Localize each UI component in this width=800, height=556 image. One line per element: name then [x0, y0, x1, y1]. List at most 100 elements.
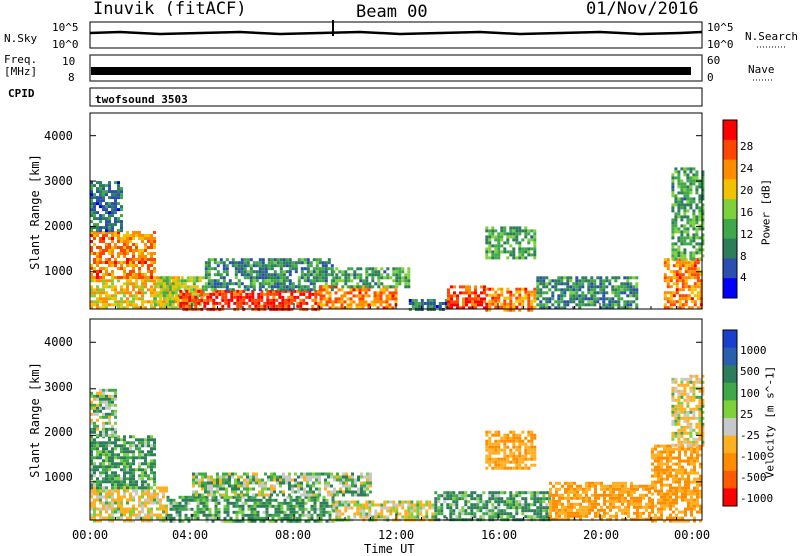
- vel-cell: [624, 491, 627, 494]
- power-cell: [415, 299, 418, 302]
- power-cell: [298, 285, 301, 288]
- vel-cell: [108, 465, 111, 468]
- power-cell: [338, 297, 341, 300]
- power-cell: [235, 261, 238, 264]
- power-cell: [697, 273, 700, 276]
- vel-cell: [173, 502, 176, 505]
- power-cell: [144, 258, 147, 261]
- power-cell: [102, 297, 105, 300]
- vel-cell: [624, 512, 627, 515]
- power-cell: [683, 182, 686, 185]
- vel-cell: [303, 473, 306, 476]
- power-cell: [323, 285, 326, 288]
- power-cell: [335, 267, 338, 270]
- power-cell: [250, 279, 253, 282]
- vel-cell: [99, 465, 102, 468]
- power-cell: [135, 297, 138, 300]
- vel-cell: [633, 497, 636, 500]
- power-cell: [395, 276, 398, 279]
- vel-cell: [150, 459, 153, 462]
- power-cell: [99, 199, 102, 202]
- vel-cell: [524, 452, 527, 455]
- power-cell: [281, 302, 284, 305]
- vel-cell: [204, 485, 207, 488]
- power-cell: [344, 273, 347, 276]
- vel-cell: [363, 476, 366, 479]
- vel-cell: [576, 485, 579, 488]
- vel-cell: [108, 413, 111, 416]
- vel-cell: [105, 459, 108, 462]
- vel-cell: [500, 464, 503, 467]
- vel-cell: [549, 503, 552, 506]
- power-cell: [566, 288, 569, 291]
- power-cell: [141, 297, 144, 300]
- vel-cell: [207, 479, 210, 482]
- power-cell: [674, 170, 677, 173]
- vel-cell: [279, 479, 282, 482]
- power-cell: [679, 288, 682, 291]
- power-cell: [313, 270, 316, 273]
- vel-cell: [213, 485, 216, 488]
- power-cell: [262, 264, 265, 267]
- vel-cell: [156, 502, 159, 505]
- power-cell: [283, 258, 286, 261]
- vel-cell: [132, 511, 135, 514]
- vel-cell: [96, 392, 99, 395]
- vel-cell: [473, 497, 476, 500]
- power-cell: [398, 276, 401, 279]
- power-cell: [359, 267, 362, 270]
- power-cell: [539, 291, 542, 294]
- vel-cell: [494, 440, 497, 443]
- power-cell: [153, 267, 156, 270]
- vel-cell: [144, 486, 147, 489]
- vel-cell: [594, 482, 597, 485]
- vel-cell: [102, 490, 105, 493]
- vel-cell: [111, 389, 114, 392]
- power-cell: [259, 258, 262, 261]
- power-cell: [491, 297, 494, 300]
- power-cell: [120, 187, 123, 190]
- vel-cell: [228, 473, 231, 476]
- power-cell: [692, 200, 695, 203]
- vel-cell: [269, 502, 272, 505]
- vel-cell: [117, 499, 120, 502]
- vel-cell: [585, 515, 588, 518]
- power-cell: [427, 302, 430, 305]
- power-cell: [132, 282, 135, 285]
- power-cell: [117, 220, 120, 223]
- vel-cell: [539, 509, 542, 512]
- power-cell: [123, 234, 126, 237]
- power-cell: [283, 285, 286, 288]
- power-cell: [212, 299, 215, 302]
- power-cell: [500, 229, 503, 232]
- power-cell: [453, 285, 456, 288]
- vel-cell: [663, 469, 666, 472]
- power-cell: [581, 276, 584, 279]
- vel-cell: [440, 512, 443, 515]
- power-cell: [144, 282, 147, 285]
- power-cell: [602, 291, 605, 294]
- power-cell: [250, 285, 253, 288]
- vel-cell: [102, 434, 105, 437]
- power-cell: [238, 270, 241, 273]
- vel-cell: [449, 491, 452, 494]
- vel-cell: [102, 401, 105, 404]
- vel-cell: [431, 507, 434, 510]
- power-cell: [450, 285, 453, 288]
- power-cell: [126, 258, 129, 261]
- power-cell: [620, 282, 623, 285]
- power-cell: [682, 276, 685, 279]
- power-cell: [614, 300, 617, 303]
- power-cell: [147, 276, 150, 279]
- vel-cell: [195, 479, 198, 482]
- vel-cell: [150, 471, 153, 474]
- power-cell: [688, 270, 691, 273]
- power-cell: [617, 297, 620, 300]
- power-cell: [274, 276, 277, 279]
- vel-cell: [320, 505, 323, 508]
- power-cell: [341, 294, 344, 297]
- vel-cell: [570, 515, 573, 518]
- power-cell: [683, 170, 686, 173]
- power-cell: [233, 302, 236, 305]
- vel-cell: [558, 500, 561, 503]
